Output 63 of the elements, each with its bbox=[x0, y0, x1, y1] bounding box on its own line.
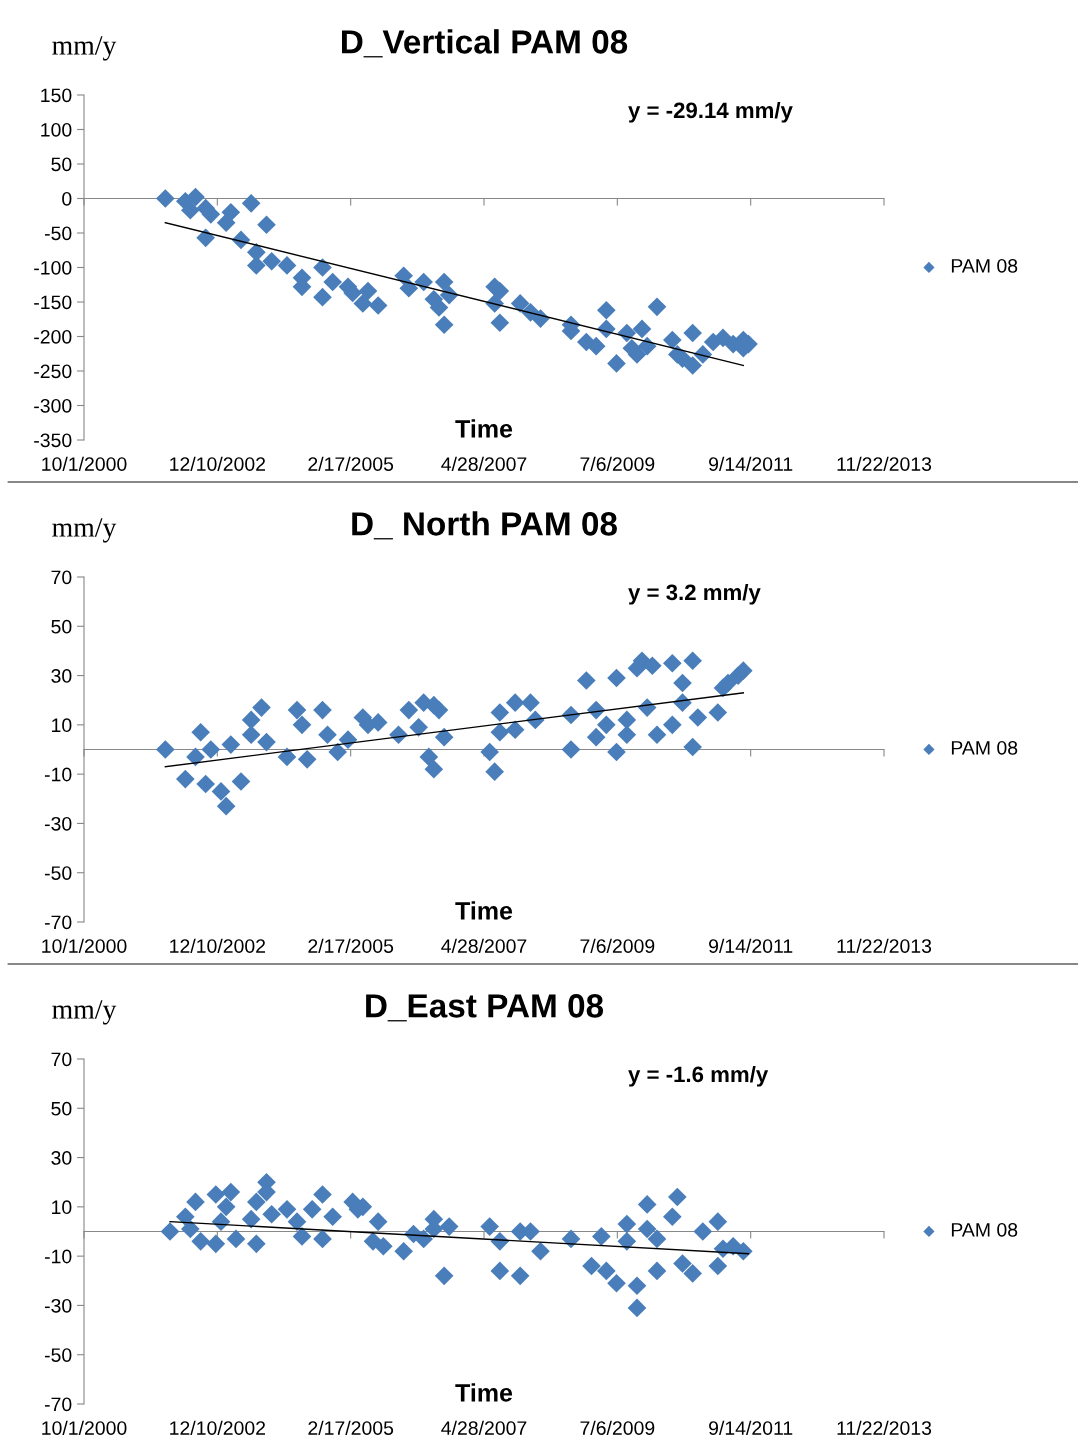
x-tick-label: 7/6/2009 bbox=[580, 456, 655, 471]
x-tick-label: 10/1/2000 bbox=[42, 938, 127, 953]
y-tick-label: -50 bbox=[44, 1348, 72, 1362]
y-tick-label: -100 bbox=[34, 260, 72, 275]
x-tick-label: 10/1/2000 bbox=[42, 456, 127, 471]
legend-label: PAM 08 bbox=[951, 740, 1018, 755]
x-tick-label: 12/10/2002 bbox=[170, 938, 266, 953]
x-tick-label: 7/6/2009 bbox=[580, 1420, 655, 1435]
y-tick-label: -350 bbox=[34, 433, 72, 448]
y-tick-label: 70 bbox=[51, 1052, 72, 1067]
chart-title: D_Vertical PAM 08 bbox=[342, 29, 628, 58]
y-tick-label: 70 bbox=[51, 570, 72, 585]
x-tick-label: 9/14/2011 bbox=[709, 456, 793, 471]
chart-title: D_East PAM 08 bbox=[366, 994, 604, 1022]
x-tick-label: 4/28/2007 bbox=[441, 1420, 527, 1435]
y-tick-label: 50 bbox=[51, 1101, 72, 1116]
x-tick-label: 12/10/2002 bbox=[170, 456, 266, 471]
chart-title: D_ North PAM 08 bbox=[352, 511, 617, 540]
x-axis-title: Time bbox=[455, 419, 513, 438]
x-tick-label: 11/22/2013 bbox=[837, 938, 932, 953]
y-tick-label: -30 bbox=[44, 816, 72, 831]
legend-label: PAM 08 bbox=[951, 1222, 1018, 1237]
y-tick-label: 100 bbox=[41, 122, 72, 137]
x-tick-label: 2/17/2005 bbox=[308, 1420, 394, 1435]
x-axis-title: Time bbox=[455, 901, 513, 920]
y-tick-label: 0 bbox=[62, 191, 72, 206]
y-tick-label: -150 bbox=[34, 295, 72, 310]
y-tick-label: -10 bbox=[44, 1249, 72, 1264]
x-tick-label: 2/17/2005 bbox=[308, 456, 394, 471]
y-tick-label: 30 bbox=[51, 669, 72, 683]
y-axis-title: mm/y bbox=[52, 36, 117, 61]
x-axis-title: Time bbox=[455, 1383, 513, 1402]
annotation: y = -29.14 mm/y bbox=[628, 101, 793, 123]
x-tick-label: 4/28/2007 bbox=[441, 938, 527, 953]
y-tick-label: 150 bbox=[41, 88, 72, 103]
y-tick-label: -70 bbox=[44, 915, 72, 930]
y-tick-label: -50 bbox=[44, 866, 72, 880]
annotation: y = -1.6 mm/y bbox=[628, 1065, 769, 1087]
y-tick-label: 30 bbox=[51, 1151, 72, 1165]
y-tick-label: -250 bbox=[34, 364, 72, 379]
y-axis-title: mm/y bbox=[52, 518, 117, 543]
x-tick-label: 11/22/2013 bbox=[837, 1420, 932, 1435]
y-tick-label: -50 bbox=[44, 226, 72, 241]
y-tick-label: -70 bbox=[44, 1397, 72, 1412]
y-tick-label: -30 bbox=[44, 1298, 72, 1313]
x-tick-label: 7/6/2009 bbox=[580, 938, 655, 953]
y-tick-label: 50 bbox=[51, 157, 72, 172]
y-axis-title: mm/y bbox=[52, 1000, 117, 1025]
x-tick-label: 11/22/2013 bbox=[837, 456, 932, 471]
x-tick-label: 10/1/2000 bbox=[42, 1420, 127, 1435]
x-tick-label: 12/10/2002 bbox=[170, 1420, 266, 1435]
x-tick-label: 2/17/2005 bbox=[308, 938, 394, 953]
y-tick-label: 10 bbox=[52, 718, 72, 733]
x-tick-label: 9/14/2011 bbox=[709, 938, 793, 953]
annotation: y = 3.2 mm/y bbox=[628, 583, 761, 605]
y-tick-label: -10 bbox=[44, 767, 72, 782]
x-tick-label: 9/14/2011 bbox=[709, 1420, 793, 1435]
y-tick-label: 10 bbox=[52, 1200, 72, 1215]
x-tick-label: 4/28/2007 bbox=[441, 456, 527, 471]
y-tick-label: 50 bbox=[51, 619, 72, 634]
legend-label: PAM 08 bbox=[951, 258, 1018, 273]
y-tick-label: -300 bbox=[34, 398, 72, 413]
y-tick-label: -200 bbox=[34, 329, 72, 344]
